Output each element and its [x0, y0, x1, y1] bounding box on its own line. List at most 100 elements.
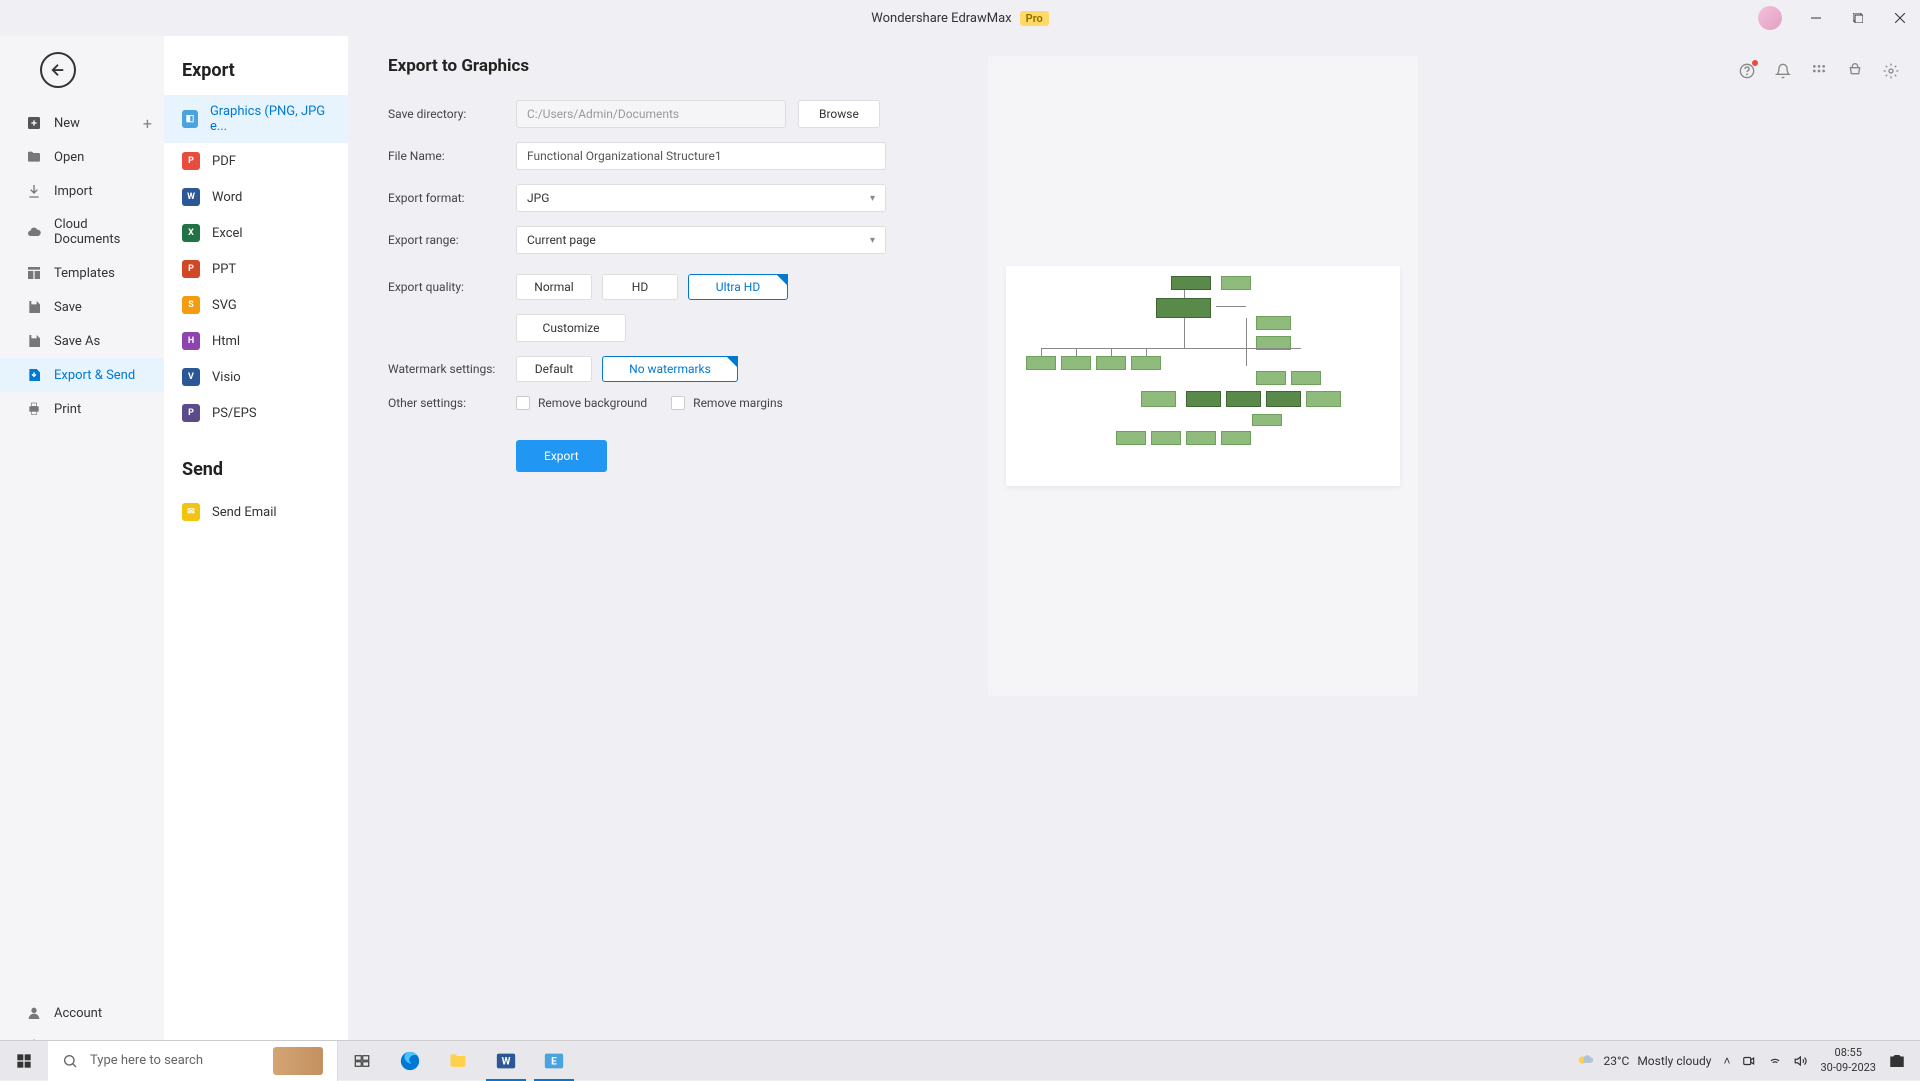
minimize-button[interactable]	[1796, 0, 1836, 36]
format-pdf[interactable]: P PDF	[164, 143, 348, 179]
browse-button[interactable]: Browse	[798, 100, 880, 128]
format-svg[interactable]: S SVG	[164, 287, 348, 323]
edge-icon[interactable]	[386, 1041, 434, 1081]
user-icon	[26, 1005, 42, 1021]
format-excel[interactable]: X Excel	[164, 215, 348, 251]
nav-label: Import	[54, 184, 93, 199]
help-icon[interactable]	[1738, 62, 1756, 80]
save-icon	[26, 299, 42, 315]
watermark-default[interactable]: Default	[516, 356, 592, 382]
time: 08:55	[1820, 1046, 1876, 1060]
clock[interactable]: 08:55 30-09-2023	[1820, 1046, 1876, 1075]
watermark-none[interactable]: No watermarks	[602, 356, 738, 382]
page-title: Export to Graphics	[388, 56, 948, 76]
task-view-icon[interactable]	[338, 1041, 386, 1081]
nav-label: New	[54, 116, 80, 131]
download-icon	[26, 183, 42, 199]
nav-item-print[interactable]: Print	[0, 392, 164, 426]
nav-item-save-as[interactable]: Save As	[0, 324, 164, 358]
maximize-button[interactable]	[1838, 0, 1878, 36]
format-graphics[interactable]: ◧ Graphics (PNG, JPG e...	[164, 95, 348, 143]
export-button[interactable]: Export	[516, 440, 607, 472]
svg-text:W: W	[502, 1056, 511, 1067]
graphics-icon: ◧	[182, 110, 198, 128]
nav-label: Save As	[54, 334, 100, 349]
format-label: Excel	[212, 226, 243, 241]
format-label: Word	[212, 190, 242, 205]
send-email[interactable]: ✉ Send Email	[164, 494, 348, 530]
app-title: Wondershare EdrawMax	[871, 11, 1011, 26]
nav-label: Cloud Documents	[54, 217, 146, 247]
nav-item-export[interactable]: Export & Send	[0, 358, 164, 392]
search-box[interactable]: Type here to search	[48, 1041, 338, 1081]
remove-bg-checkbox[interactable]: Remove background	[516, 396, 647, 410]
pro-badge: Pro	[1020, 11, 1049, 26]
edrawmax-task-icon[interactable]: E	[530, 1041, 578, 1081]
format-ps[interactable]: P PS/EPS	[164, 395, 348, 431]
nav-item-account[interactable]: Account	[0, 996, 164, 1030]
nav-item-new[interactable]: New +	[0, 106, 164, 140]
cart-icon[interactable]	[1846, 62, 1864, 80]
explorer-icon[interactable]	[434, 1041, 482, 1081]
notifications-icon[interactable]	[1888, 1052, 1906, 1070]
export-heading: Export	[164, 50, 348, 95]
email-icon: ✉	[182, 503, 200, 521]
ppt-icon: P	[182, 260, 200, 278]
quality-hd[interactable]: HD	[602, 274, 678, 300]
settings-icon[interactable]	[1882, 62, 1900, 80]
save-dir-input[interactable]	[516, 100, 786, 128]
chevron-down-icon: ▾	[870, 193, 875, 204]
export-range-select[interactable]: Current page ▾	[516, 226, 886, 254]
html-icon: H	[182, 332, 200, 350]
quality-ultra-hd[interactable]: Ultra HD	[688, 274, 788, 300]
start-button[interactable]	[0, 1041, 48, 1081]
range-value: Current page	[527, 233, 596, 247]
format-label: Graphics (PNG, JPG e...	[210, 104, 330, 134]
nav-item-import[interactable]: Import	[0, 174, 164, 208]
format-visio[interactable]: V Visio	[164, 359, 348, 395]
search-icon	[62, 1053, 78, 1069]
nav-label: Templates	[54, 266, 115, 281]
format-word[interactable]: W Word	[164, 179, 348, 215]
customize-button[interactable]: Customize	[516, 314, 626, 342]
save-dir-label: Save directory:	[388, 107, 516, 121]
nav-label: Account	[54, 1006, 102, 1021]
quality-normal[interactable]: Normal	[516, 274, 592, 300]
format-label: PDF	[212, 154, 236, 169]
left-nav: New + Open Import Cloud Documents Templa…	[0, 36, 164, 1080]
back-button[interactable]	[40, 52, 76, 88]
date: 30-09-2023	[1820, 1061, 1876, 1075]
apps-icon[interactable]	[1810, 62, 1828, 80]
format-label: Send Email	[212, 505, 277, 520]
format-value: JPG	[527, 191, 549, 205]
checkbox-box	[516, 396, 530, 410]
format-html[interactable]: H Html	[164, 323, 348, 359]
file-name-input[interactable]	[516, 142, 886, 170]
visio-icon: V	[182, 368, 200, 386]
excel-icon: X	[182, 224, 200, 242]
tray-chevron-icon[interactable]: ˄	[1723, 1054, 1730, 1068]
volume-icon[interactable]	[1794, 1054, 1808, 1068]
export-format-select[interactable]: JPG ▾	[516, 184, 886, 212]
nav-item-open[interactable]: Open	[0, 140, 164, 174]
nav-item-save[interactable]: Save	[0, 290, 164, 324]
weather-widget[interactable]: 23°C Mostly cloudy	[1574, 1050, 1712, 1072]
remove-margins-checkbox[interactable]: Remove margins	[671, 396, 783, 410]
word-task-icon[interactable]: W	[482, 1041, 530, 1081]
preview-panel	[988, 56, 1418, 696]
plus-square-icon	[26, 115, 42, 131]
close-button[interactable]	[1880, 0, 1920, 36]
export-range-label: Export range:	[388, 233, 516, 247]
export-quality-label: Export quality:	[388, 280, 516, 294]
taskbar: Type here to search W E 23°C Mostly clou…	[0, 1040, 1920, 1080]
nav-item-templates[interactable]: Templates	[0, 256, 164, 290]
nav-item-cloud[interactable]: Cloud Documents	[0, 208, 164, 256]
bell-icon[interactable]	[1774, 62, 1792, 80]
wifi-icon[interactable]	[1768, 1054, 1782, 1068]
search-placeholder: Type here to search	[90, 1053, 203, 1068]
checkbox-box	[671, 396, 685, 410]
avatar[interactable]	[1758, 6, 1782, 30]
meet-now-icon[interactable]	[1742, 1054, 1756, 1068]
add-icon[interactable]: +	[143, 114, 152, 133]
format-ppt[interactable]: P PPT	[164, 251, 348, 287]
